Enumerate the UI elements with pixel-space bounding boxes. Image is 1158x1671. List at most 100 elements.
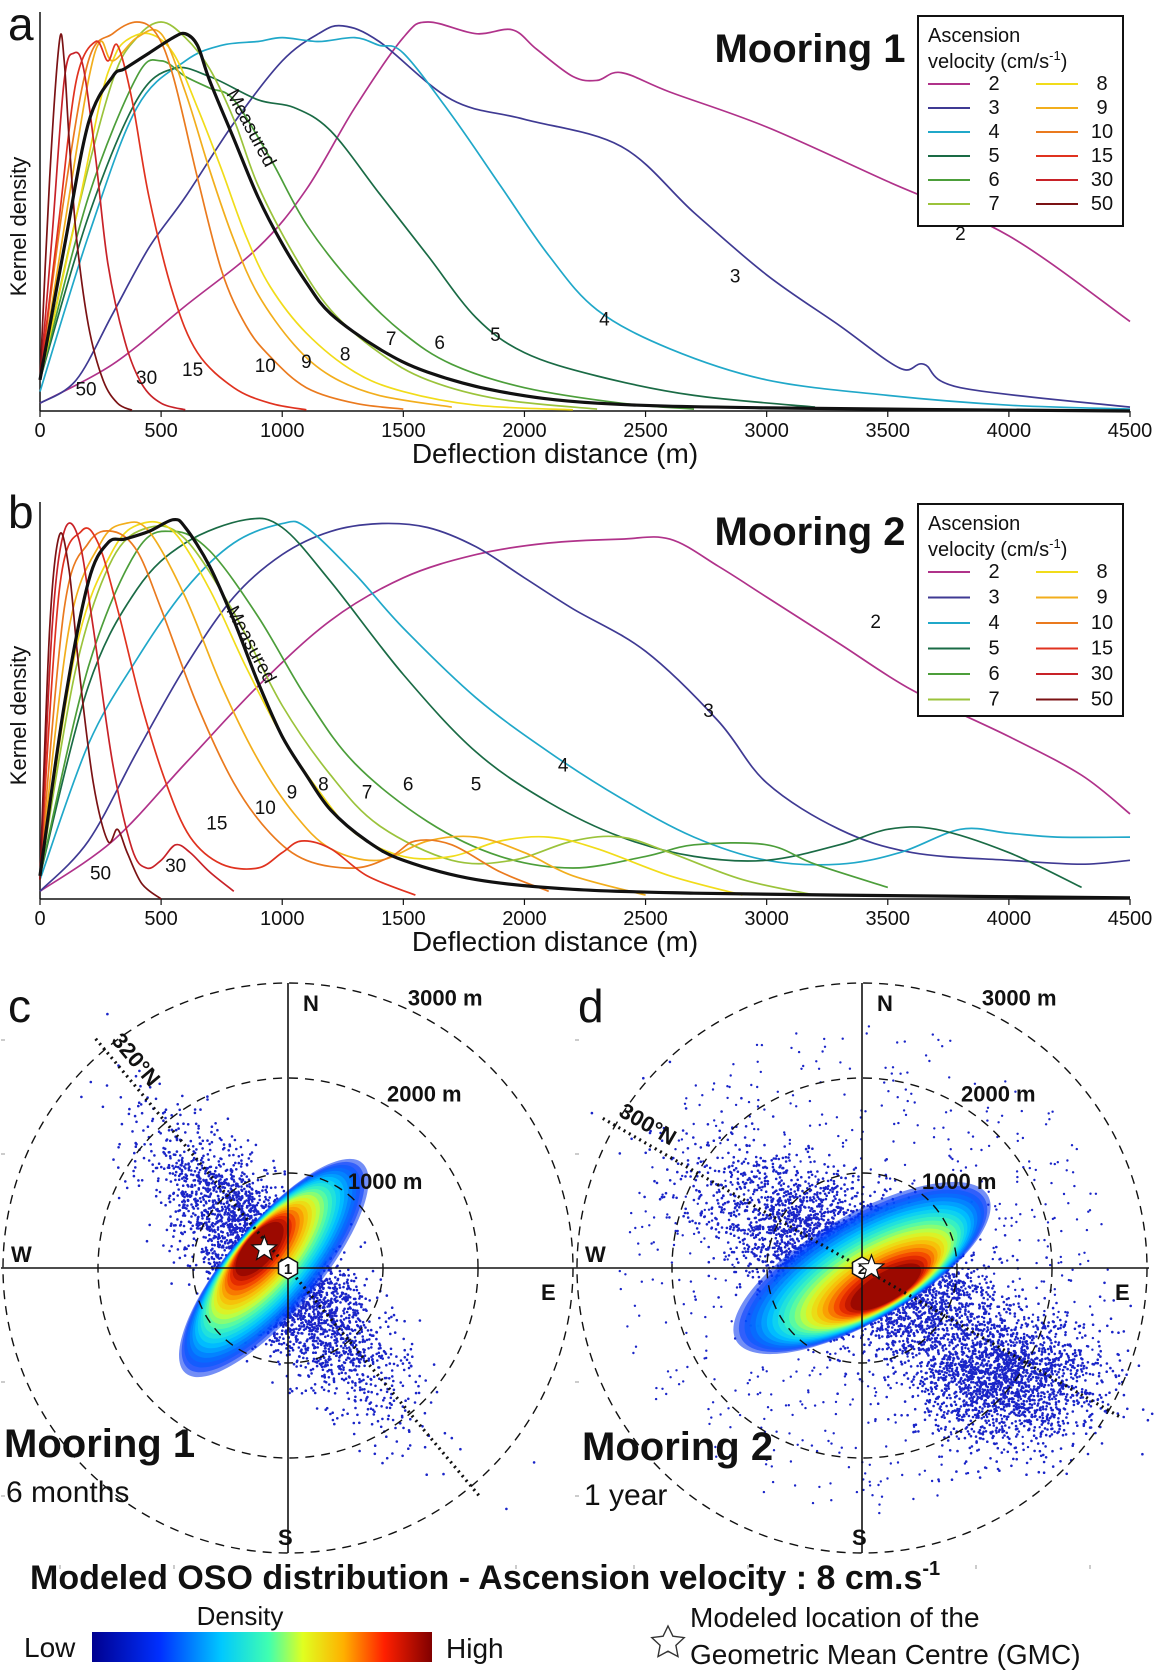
scatter-point	[220, 1175, 224, 1179]
scatter-point	[210, 1140, 214, 1144]
scatter-point	[246, 1214, 249, 1217]
series-line-10	[39, 530, 550, 893]
legend-title: velocity (cm/s-1)	[928, 48, 1067, 73]
scatter-point	[202, 1178, 205, 1182]
scatter-point	[210, 1223, 214, 1226]
scatter-point	[278, 1362, 281, 1366]
scatter-point	[349, 1353, 353, 1356]
scatter-point	[306, 1338, 309, 1341]
scatter-point	[232, 1183, 235, 1187]
scatter-point	[948, 1344, 951, 1347]
scatter-point	[248, 1185, 252, 1189]
scatter-point	[685, 1132, 688, 1135]
scatter-point	[175, 1161, 178, 1165]
scatter-point	[216, 1209, 219, 1213]
series-label-15: 15	[206, 813, 227, 834]
scatter-point	[334, 1308, 338, 1312]
series-line-measured	[38, 517, 1131, 900]
legend-entry: 50	[1091, 689, 1113, 711]
scatter-point	[218, 1181, 221, 1185]
scatter-point	[399, 1381, 403, 1384]
scatter-point	[80, 1095, 83, 1099]
scatter-point	[221, 1186, 224, 1189]
scatter-point	[372, 1334, 375, 1337]
scatter-point	[182, 1203, 185, 1206]
scatter-point	[407, 1429, 411, 1432]
scatter-point	[339, 1273, 342, 1277]
scatter-point	[151, 1163, 154, 1166]
x-tick-label: 1000	[260, 420, 305, 442]
scatter-point	[831, 1190, 834, 1194]
scatter-point	[410, 1364, 413, 1368]
scatter-point	[184, 1163, 187, 1166]
scatter-point	[182, 1122, 185, 1125]
legend-entry: 4	[988, 612, 999, 634]
scatter-point	[344, 1371, 347, 1375]
direction-axis-label: 320°N	[107, 1028, 166, 1091]
scatter-point	[151, 1170, 155, 1173]
scatter-point	[354, 1406, 357, 1410]
series-line-10	[39, 21, 404, 410]
scatter-point	[189, 1139, 193, 1143]
scatter-point	[333, 1294, 336, 1297]
scatter-point	[958, 1316, 961, 1319]
scatter-point	[106, 1012, 109, 1016]
scatter-point	[333, 1422, 336, 1426]
scatter-point	[229, 1238, 233, 1242]
scatter-point	[298, 1324, 301, 1327]
scatter-point	[227, 1190, 230, 1193]
legend-entry: 3	[988, 587, 999, 609]
series-line-30	[39, 51, 186, 411]
scatter-point	[303, 1306, 307, 1310]
scatter-point	[171, 1172, 175, 1175]
scatter-point	[295, 1327, 298, 1331]
scatter-point	[328, 1314, 332, 1317]
scatter-point	[215, 1217, 218, 1220]
scatter-point	[178, 1239, 182, 1243]
scatter-point	[177, 1127, 180, 1130]
series-line-9	[39, 28, 452, 408]
scatter-point	[196, 1218, 199, 1221]
scatter-point	[213, 1169, 217, 1173]
scatter-point	[414, 1391, 418, 1395]
series-line-5	[39, 517, 1082, 889]
scatter-point	[305, 1357, 309, 1360]
scatter-point	[330, 1308, 334, 1311]
scatter-point	[169, 1215, 172, 1218]
scatter-point	[333, 1285, 337, 1289]
scatter-point	[315, 1407, 319, 1410]
scatter-point	[532, 1461, 536, 1464]
x-tick-label: 2000	[502, 420, 547, 442]
scatter-point	[311, 1343, 315, 1346]
scatter-point	[354, 1381, 357, 1385]
scatter-point	[182, 1212, 186, 1215]
scatter-point	[331, 1326, 335, 1330]
scatter-point	[172, 1192, 175, 1196]
scatter-point	[297, 1332, 300, 1335]
scatter-point	[336, 1292, 339, 1295]
scatter-point	[340, 1371, 344, 1374]
scatter-point	[243, 1172, 246, 1176]
scatter-point	[319, 1357, 322, 1361]
scatter-point	[317, 1324, 320, 1327]
scatter-point	[217, 1163, 221, 1167]
scatter-point	[351, 1380, 354, 1383]
scatter-point	[229, 1168, 233, 1171]
scatter-point	[352, 1302, 356, 1306]
scatter-point	[167, 1129, 171, 1132]
scatter-point	[244, 1191, 248, 1195]
scatter-point	[389, 1347, 393, 1351]
scatter-point	[223, 1186, 227, 1190]
series-label-8: 8	[318, 775, 329, 796]
legend-entry: 3	[988, 97, 999, 119]
scatter-point	[220, 1181, 224, 1185]
scatter-point	[356, 1317, 360, 1320]
scatter-point	[156, 1179, 160, 1183]
scatter-point	[213, 1243, 216, 1247]
scatter-point	[352, 1357, 355, 1361]
scatter-point	[177, 1159, 181, 1162]
scatter-point	[228, 1209, 231, 1212]
scatter-point	[229, 1230, 233, 1234]
series-label-3: 3	[730, 267, 741, 288]
scatter-point	[335, 1295, 338, 1299]
